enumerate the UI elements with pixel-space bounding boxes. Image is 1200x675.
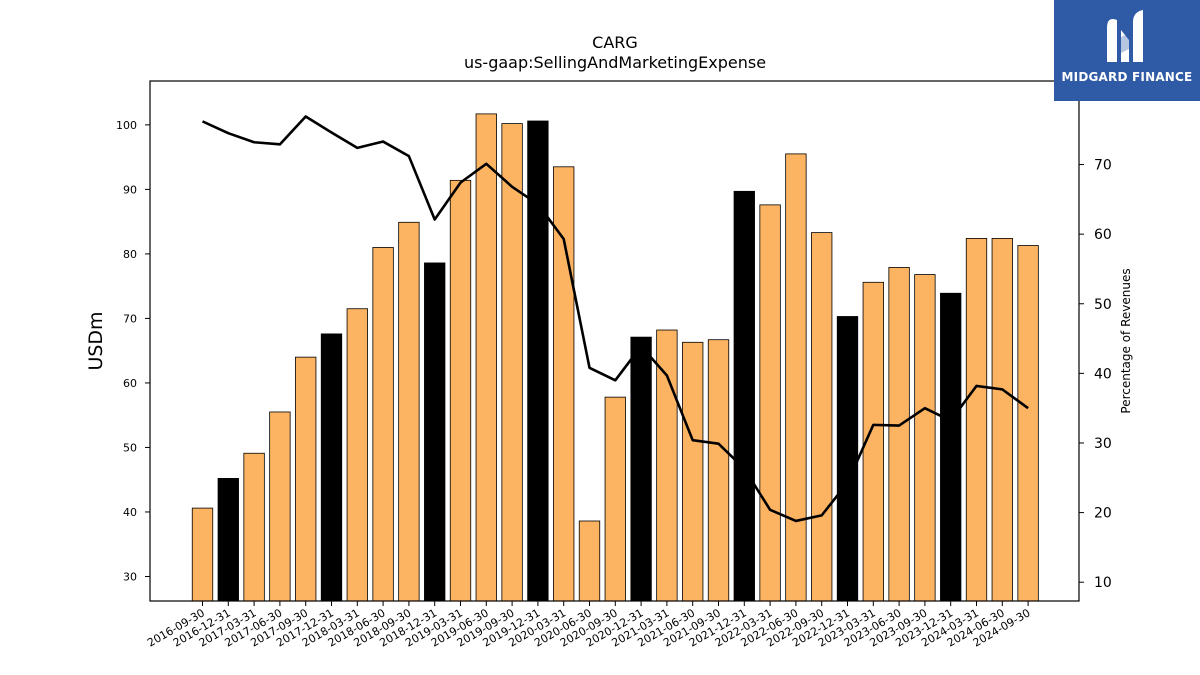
bar-2020-12-31 [630, 336, 652, 602]
y-axis-label: USDm [85, 311, 107, 370]
bar-2022-06-30 [785, 153, 807, 602]
bar-2021-12-31 [733, 190, 755, 602]
bar-2023-06-30 [888, 267, 910, 602]
y2-axis-label: Percentage of Revenues [1119, 268, 1133, 413]
bar-2021-06-30 [682, 341, 704, 602]
y-tick-label: 40 [123, 506, 137, 519]
chart-title: CARG [592, 33, 638, 52]
bar-2017-09-30 [295, 356, 317, 602]
bar-2022-09-30 [811, 232, 833, 602]
y-tick-label: 30 [123, 570, 137, 583]
brand-name: MIDGARD FINANCE [1061, 70, 1193, 84]
y2-tick-label: 50 [1094, 297, 1112, 313]
bar-2017-03-31 [243, 452, 265, 602]
bar-2024-06-30 [991, 238, 1013, 602]
line-group [201, 115, 1029, 523]
bar-2016-12-31 [217, 478, 239, 602]
bar-2023-09-30 [914, 274, 936, 602]
bar-2021-09-30 [707, 339, 730, 602]
bar-2022-12-31 [836, 316, 859, 602]
y2-tick-label: 70 [1094, 158, 1112, 174]
y-axis: 30 40 50 60 70 80 90 100 [116, 119, 150, 583]
y2-tick-label: 20 [1094, 506, 1112, 522]
y2-tick-label: 10 [1094, 575, 1112, 591]
y-tick-label: 60 [123, 377, 137, 390]
y2-tick-label: 60 [1094, 227, 1112, 243]
bar-2019-09-30 [501, 123, 523, 602]
y-tick-label: 90 [123, 183, 137, 196]
bar-2018-12-31 [424, 262, 446, 602]
y2-tick-label: 40 [1094, 366, 1112, 382]
bar-2018-03-31 [346, 308, 368, 602]
bar-2019-12-31 [527, 120, 549, 602]
bar-2022-03-31 [759, 204, 781, 602]
bar-2018-09-30 [398, 221, 420, 602]
bar-2018-06-30 [372, 247, 394, 602]
y-tick-label: 50 [123, 441, 137, 454]
bars-group [191, 113, 1039, 602]
bar-2024-03-31 [965, 238, 988, 602]
percentage-line [201, 115, 1029, 523]
brand-logo: MIDGARD FINANCE [1054, 0, 1200, 101]
bar-2021-03-31 [656, 329, 678, 602]
midgard-logo-icon [1107, 10, 1143, 62]
y2-axis: 10 20 30 40 50 60 70 [1079, 158, 1112, 591]
bar-2016-09-30 [191, 507, 214, 602]
y-tick-label: 80 [123, 248, 137, 261]
y-tick-label: 70 [123, 312, 137, 325]
bar-2019-03-31 [449, 179, 472, 602]
y2-tick-label: 30 [1094, 436, 1112, 452]
bar-2024-09-30 [1017, 245, 1039, 602]
x-axis: 2016-09-302016-12-312017-03-312017-06-30… [145, 601, 1033, 650]
bar-2020-09-30 [604, 396, 626, 602]
chart-subtitle: us-gaap:SellingAndMarketingExpense [464, 53, 766, 72]
bar-2019-06-30 [475, 113, 497, 602]
bar-2020-06-30 [578, 520, 601, 602]
bar-2017-06-30 [269, 411, 291, 602]
plot-frame [149, 80, 1080, 602]
bar-2017-12-31 [320, 333, 343, 602]
y-tick-label: 100 [116, 119, 137, 132]
bar-2023-12-31 [940, 292, 962, 602]
bar-2020-03-31 [553, 166, 575, 602]
